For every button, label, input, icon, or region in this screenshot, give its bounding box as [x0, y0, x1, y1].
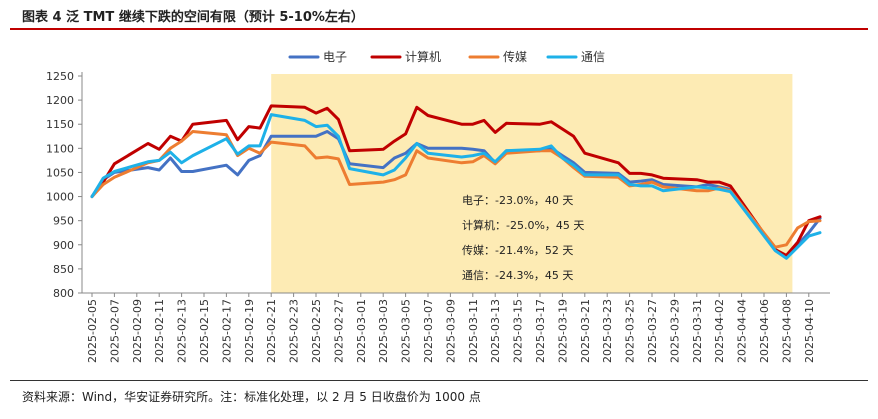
x-tick-label: 2025-02-21	[265, 299, 278, 363]
y-tick-label: 900	[53, 239, 74, 252]
y-tick-label: 1000	[46, 191, 74, 204]
x-tick-label: 2025-03-23	[601, 299, 614, 363]
x-tick-label: 2025-04-06	[758, 299, 771, 363]
x-tick-label: 2025-04-08	[780, 299, 793, 363]
legend-label: 电子	[323, 50, 347, 64]
annotation-text: 计算机：-25.0%，45 天	[462, 218, 584, 232]
x-tick-label: 2025-03-17	[534, 299, 547, 363]
x-tick-label: 2025-03-31	[691, 299, 704, 363]
figure-title: 图表 4 泛 TMT 继续下跌的空间有限（预计 5-10%左右）	[22, 10, 364, 25]
x-tick-label: 2025-03-25	[624, 299, 637, 363]
x-tick-label: 2025-03-05	[400, 299, 413, 363]
y-tick-label: 1100	[46, 142, 74, 155]
x-tick-label: 2025-03-09	[444, 299, 457, 363]
title-rule	[10, 28, 868, 30]
x-tick-label: 2025-02-11	[153, 299, 166, 363]
x-tick-label: 2025-02-25	[310, 299, 323, 363]
legend-label: 通信	[581, 50, 605, 64]
x-tick-label: 2025-03-15	[512, 299, 525, 363]
x-tick-label: 2025-03-01	[355, 299, 368, 363]
y-tick-label: 1250	[46, 70, 74, 83]
x-tick-label: 2025-03-03	[377, 299, 390, 363]
series-line-传媒	[90, 130, 822, 249]
x-tick-label: 2025-02-05	[86, 299, 99, 363]
legend-label: 传媒	[503, 49, 527, 64]
x-tick-label: 2025-02-15	[198, 299, 211, 363]
source-rule	[10, 380, 868, 381]
x-tick-label: 2025-04-02	[713, 299, 726, 363]
annotation-text: 电子：-23.0%，40 天	[462, 194, 573, 207]
x-tick-label: 2025-03-19	[556, 299, 569, 363]
x-tick-label: 2025-02-19	[243, 299, 256, 363]
x-tick-label: 2025-03-11	[467, 299, 480, 363]
source-note: 资料来源：Wind，华安证券研究所。注：标准化处理，以 2 月 5 日收盘价为 …	[22, 390, 481, 404]
x-tick-label: 2025-03-07	[422, 299, 435, 363]
x-tick-label: 2025-04-04	[736, 299, 749, 363]
x-tick-label: 2025-03-27	[646, 299, 659, 363]
x-tick-label: 2025-02-13	[176, 299, 189, 363]
x-tick-label: 2025-03-29	[668, 299, 681, 363]
y-tick-label: 950	[53, 215, 74, 228]
annotation-text: 传媒：-21.4%，52 天	[462, 244, 573, 257]
line-chart: 800 850 900 950 1000 1050 1100 1150 1200 1250 2025…	[46, 49, 830, 363]
series-line-通信	[90, 113, 822, 260]
annotation-text: 通信：-24.3%，45 天	[462, 269, 573, 282]
y-tick-label: 1050	[46, 166, 74, 179]
series-line-计算机	[90, 104, 822, 257]
x-tick-label: 2025-03-21	[579, 299, 592, 363]
x-tick-label: 2025-04-10	[803, 299, 816, 363]
y-tick-label: 1200	[46, 94, 74, 107]
x-tick-label: 2025-02-09	[131, 299, 144, 363]
y-tick-label: 850	[53, 263, 74, 276]
y-tick-label: 800	[53, 287, 74, 300]
y-tick-label: 1150	[46, 118, 74, 131]
legend-label: 计算机	[405, 49, 441, 64]
x-tick-label: 2025-02-17	[220, 299, 233, 363]
x-tick-label: 2025-02-27	[332, 299, 345, 363]
x-tick-label: 2025-02-23	[288, 299, 301, 363]
x-tick-label: 2025-03-13	[489, 299, 502, 363]
x-tick-label: 2025-02-07	[108, 299, 121, 363]
